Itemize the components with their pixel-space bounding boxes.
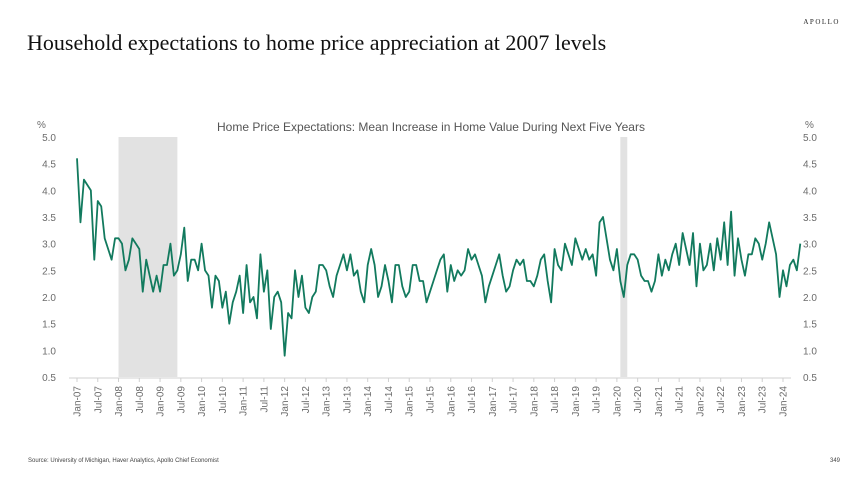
x-tick-label: Jul-07 (93, 386, 104, 414)
x-tick-label: Jan-08 (114, 386, 125, 417)
y-tick-label-right: 2.5 (803, 266, 817, 277)
x-tick-label: Jul-23 (758, 386, 769, 414)
recession-band (620, 137, 628, 377)
chart-title: Home Price Expectations: Mean Increase i… (217, 120, 645, 134)
x-tick-label: Jul-09 (176, 386, 187, 414)
y-tick-label-right: 1.0 (803, 346, 817, 357)
y-tick-label-left: 1.0 (42, 346, 56, 357)
y-tick-label-right: 0.5 (803, 373, 817, 384)
page-title: Household expectations to home price app… (27, 30, 607, 55)
y-tick-label-left: 2.5 (42, 266, 56, 277)
y-tick-label-right: 5.0 (803, 133, 817, 144)
x-tick-label: Jul-11 (259, 386, 270, 413)
x-tick-label: Jan-17 (488, 386, 499, 417)
x-tick-label: Jan-23 (737, 386, 748, 417)
x-tick-label: Jul-18 (550, 386, 561, 414)
x-tick-label: Jul-19 (592, 386, 603, 414)
y-tick-label-right: 1.5 (803, 320, 817, 331)
y-axis-unit-left: % (37, 120, 46, 131)
y-tick-label-right: 2.0 (803, 293, 817, 304)
x-tick-label: Jul-14 (384, 386, 395, 414)
y-tick-label-left: 2.0 (42, 293, 56, 304)
y-axis-unit-right: % (805, 120, 814, 131)
x-tick-label: Jul-21 (675, 386, 686, 414)
x-tick-label: Jan-20 (612, 386, 623, 417)
series-layer (76, 158, 802, 357)
x-tick-label: Jan-11 (239, 386, 250, 416)
x-tick-label: Jul-13 (342, 386, 353, 414)
y-tick-label-left: 3.5 (42, 213, 56, 224)
x-tick-label: Jan-10 (197, 386, 208, 417)
x-tick-label: Jan-07 (73, 386, 84, 417)
x-tick-label: Jul-22 (716, 386, 727, 414)
x-tick-label: Jan-14 (363, 386, 374, 417)
y-tick-label-left: 0.5 (42, 373, 56, 384)
x-tick-label: Jul-08 (135, 386, 146, 414)
x-tick-label: Jan-18 (529, 386, 540, 417)
page-number: 349 (829, 458, 840, 464)
x-tick-label: Jan-15 (405, 386, 416, 417)
x-tick-label: Jul-15 (426, 386, 437, 414)
x-tick-label: Jan-21 (654, 386, 665, 417)
x-tick-label: Jul-10 (218, 386, 229, 414)
y-tick-label-right: 3.0 (803, 240, 817, 251)
y-tick-label-left: 1.5 (42, 320, 56, 331)
axis-layer: 5.0 5.0 4.5 4.5 4.0 4.0 3.5 3.5 3.0 3.0 2.5 2.5 2.0 2… (42, 133, 817, 417)
y-tick-label-right: 4.5 (803, 160, 817, 171)
x-tick-label: Jan-09 (156, 386, 167, 417)
apollo-logo: APOLLO (803, 18, 840, 26)
series-line-home-price-expectations (76, 158, 802, 357)
x-tick-label: Jul-20 (633, 386, 644, 414)
x-tick-label: Jan-24 (779, 386, 790, 417)
y-tick-label-right: 3.5 (803, 213, 817, 224)
x-tick-label: Jan-13 (322, 386, 333, 417)
x-tick-label: Jan-19 (571, 386, 582, 417)
x-tick-label: Jan-12 (280, 386, 291, 417)
y-tick-label-right: 4.0 (803, 186, 817, 197)
y-tick-label-left: 5.0 (42, 133, 56, 144)
x-tick-label: Jul-16 (467, 386, 478, 414)
y-tick-label-left: 3.0 (42, 240, 56, 251)
x-tick-label: Jul-17 (509, 386, 520, 414)
source-note: Source: University of Michigan, Haver An… (28, 458, 219, 464)
x-tick-label: Jul-12 (301, 386, 312, 414)
y-tick-label-left: 4.5 (42, 160, 56, 171)
y-tick-label-left: 4.0 (42, 186, 56, 197)
x-tick-label: Jan-16 (446, 386, 457, 417)
x-tick-label: Jan-22 (695, 386, 706, 417)
